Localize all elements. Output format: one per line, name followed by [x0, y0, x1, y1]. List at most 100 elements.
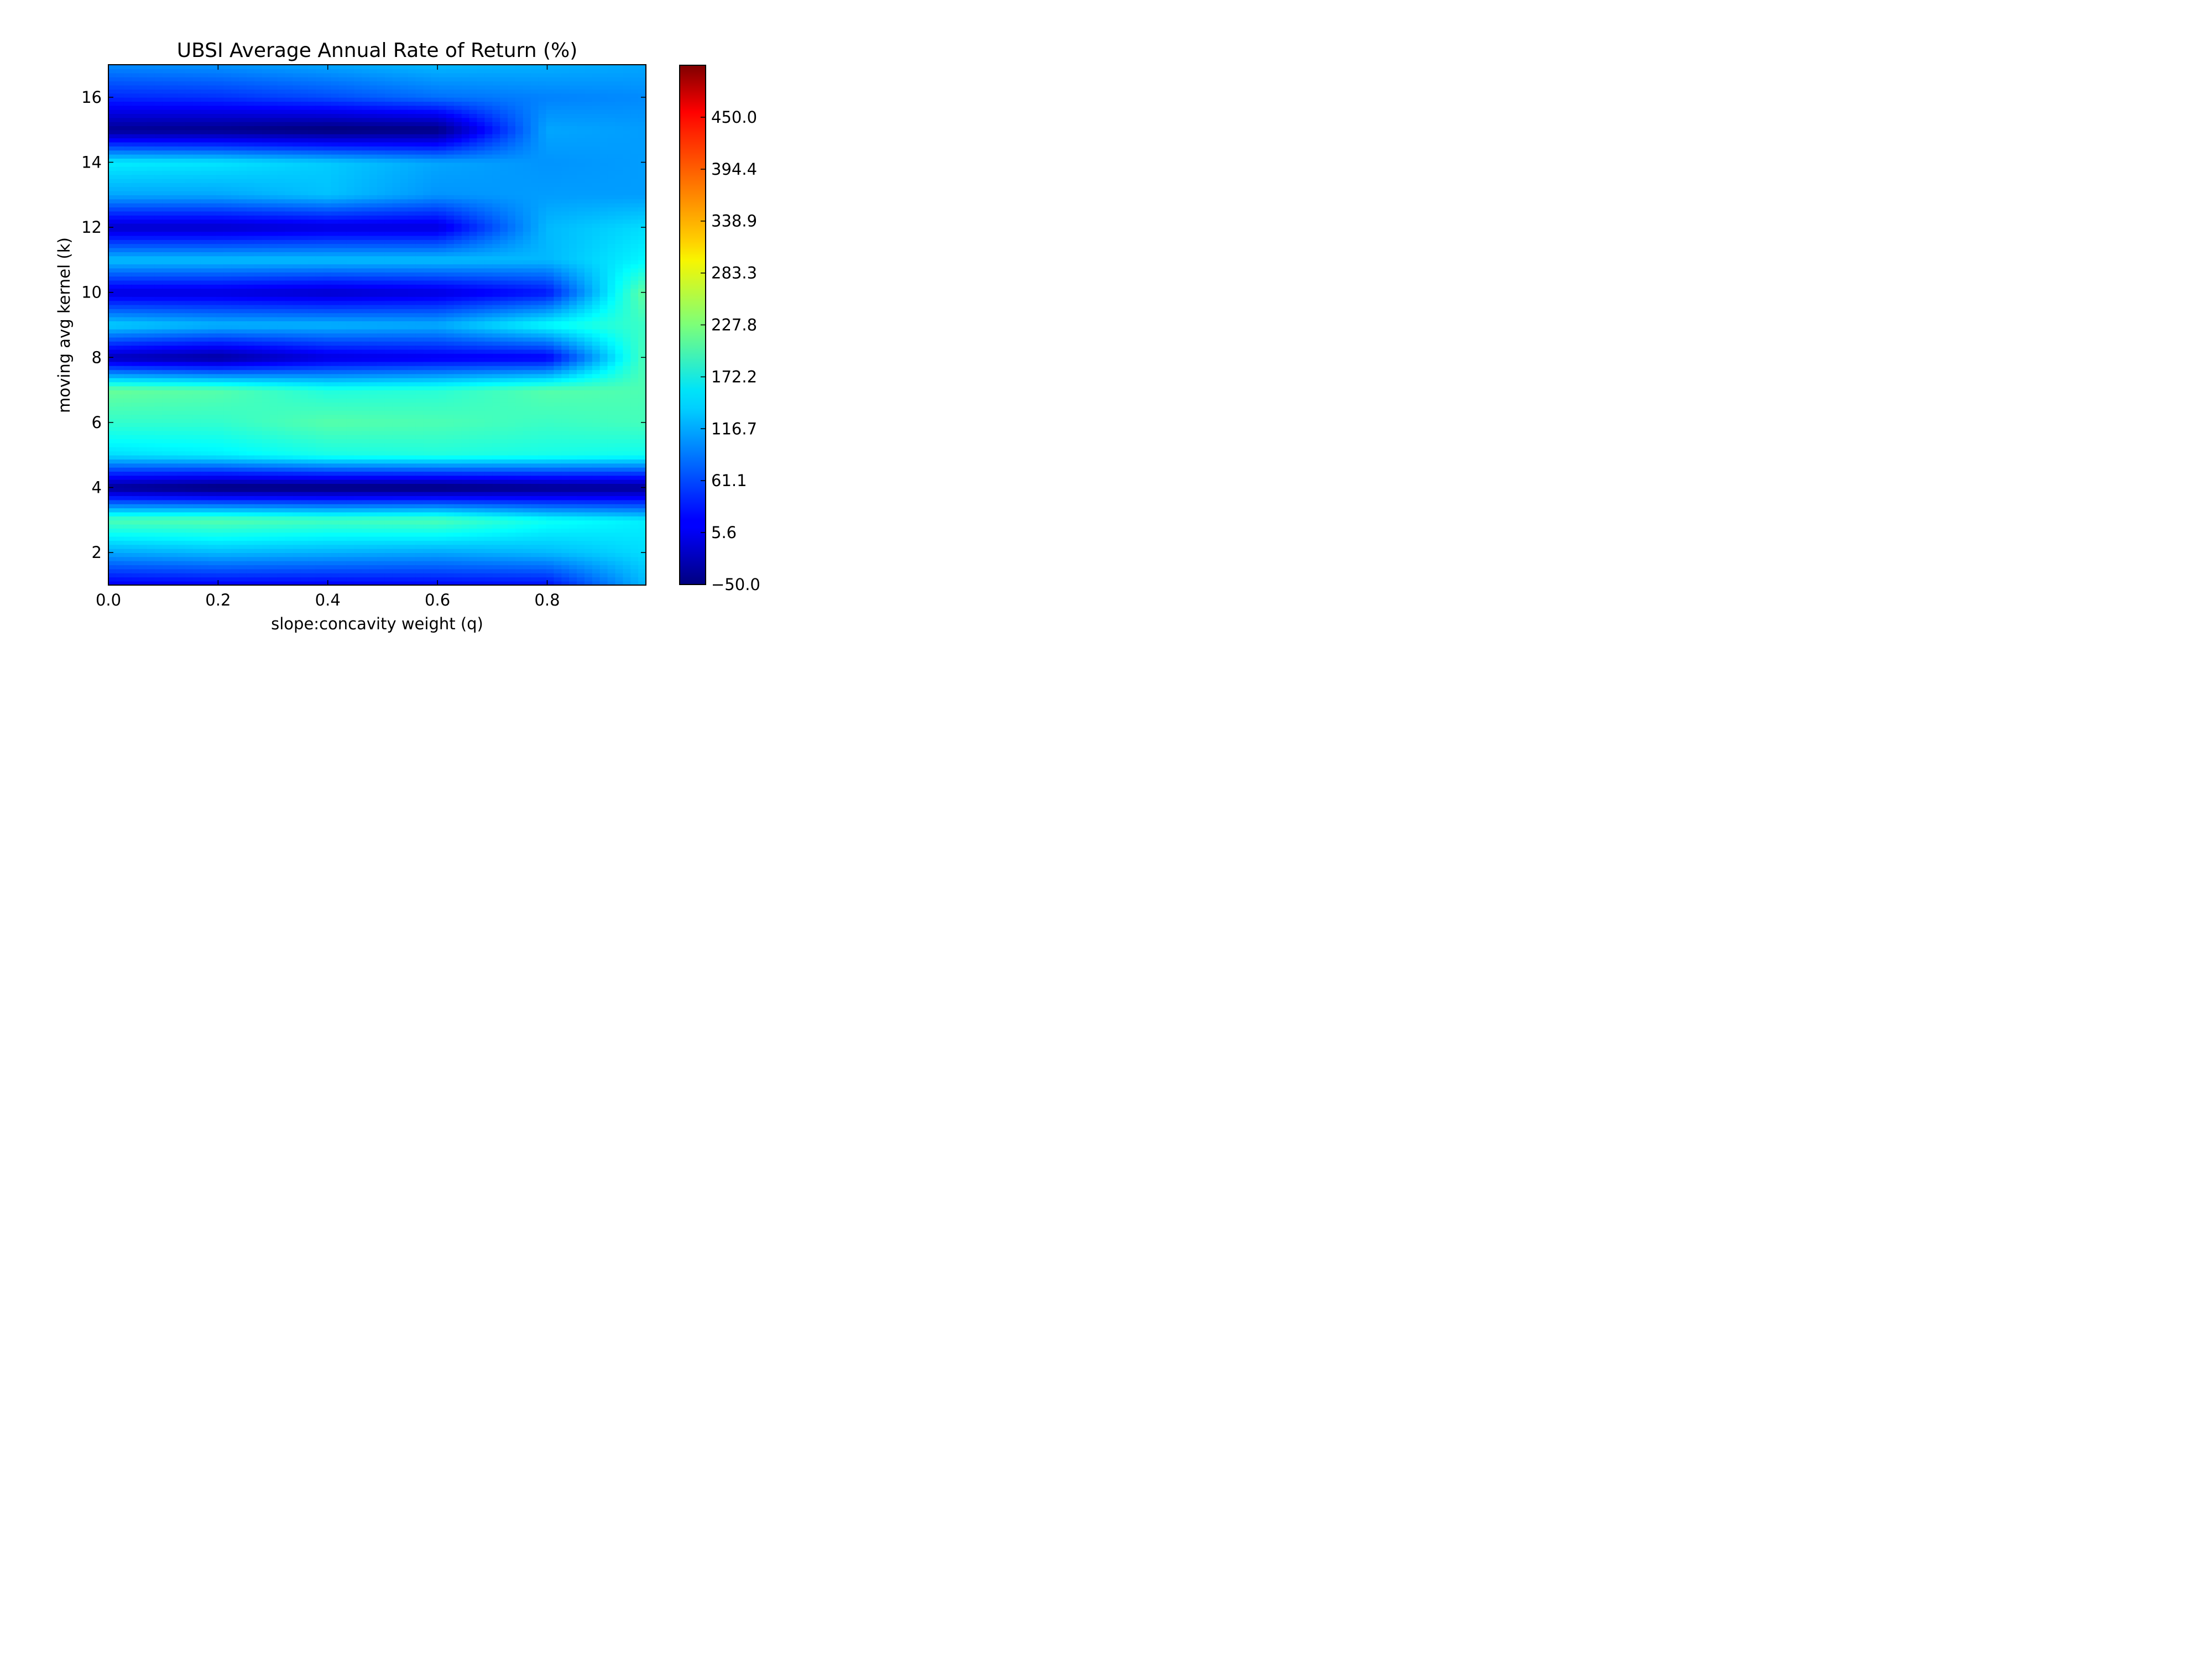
heatmap-cell — [392, 556, 401, 561]
heatmap-cell — [369, 532, 378, 537]
heatmap-cell — [162, 524, 170, 529]
heatmap-cell — [162, 202, 170, 208]
heatmap-cell — [262, 227, 270, 232]
heatmap-cell — [170, 321, 178, 326]
heatmap-cell — [223, 186, 232, 191]
heatmap-cell — [170, 235, 178, 240]
heatmap-cell — [400, 414, 409, 419]
heatmap-cell — [300, 105, 309, 110]
heatmap-cell — [400, 113, 409, 118]
heatmap-cell — [369, 316, 378, 321]
heatmap-cell — [123, 556, 132, 561]
heatmap-cell — [147, 121, 155, 127]
heatmap-cell — [192, 162, 201, 167]
heatmap-cell — [254, 170, 263, 175]
heatmap-cell — [223, 548, 232, 553]
heatmap-cell — [400, 296, 409, 301]
heatmap-cell — [277, 321, 286, 326]
heatmap-cell — [323, 284, 332, 289]
heatmap-cell — [346, 410, 355, 415]
heatmap-cell — [300, 154, 309, 159]
heatmap-cell — [177, 199, 186, 204]
heatmap-cell — [323, 85, 332, 90]
heatmap-cell — [262, 77, 270, 82]
heatmap-cell — [192, 158, 201, 163]
heatmap-cell — [285, 292, 294, 297]
heatmap-cell — [139, 467, 148, 472]
heatmap-cell — [293, 166, 301, 171]
heatmap-cell — [377, 215, 385, 220]
heatmap-cell — [246, 565, 255, 570]
heatmap-cell — [131, 89, 140, 94]
heatmap-cell — [300, 219, 309, 224]
heatmap-cell — [300, 385, 309, 390]
heatmap-cell — [246, 264, 255, 269]
heatmap-cell — [177, 304, 186, 309]
heatmap-cell — [377, 373, 385, 378]
heatmap-cell — [108, 333, 117, 338]
heatmap-cell — [269, 113, 278, 118]
heatmap-cell — [108, 259, 117, 265]
heatmap-cell — [277, 276, 286, 281]
heatmap-cell — [346, 138, 355, 143]
heatmap-cell — [369, 353, 378, 358]
heatmap-cell — [139, 581, 148, 585]
heatmap-cell — [108, 72, 117, 77]
heatmap-cell — [400, 325, 409, 330]
heatmap-cell — [162, 255, 170, 260]
heatmap-cell — [354, 402, 363, 407]
heatmap-cell — [246, 126, 255, 131]
heatmap-cell — [346, 133, 355, 139]
heatmap-cell — [300, 170, 309, 175]
heatmap-cell — [192, 170, 201, 175]
heatmap-cell — [123, 430, 132, 435]
heatmap-cell — [154, 133, 163, 139]
heatmap-cell — [239, 69, 247, 74]
heatmap-cell — [384, 105, 393, 110]
heatmap-cell — [108, 341, 117, 346]
heatmap-cell — [216, 475, 225, 480]
heatmap-cell — [208, 252, 217, 257]
heatmap-cell — [123, 268, 132, 273]
heatmap-cell — [384, 394, 393, 399]
heatmap-cell — [369, 508, 378, 513]
heatmap-cell — [338, 503, 347, 509]
heatmap-cell — [231, 190, 239, 196]
heatmap-cell — [338, 292, 347, 297]
heatmap-cell — [108, 512, 117, 517]
heatmap-cell — [392, 467, 401, 472]
heatmap-cell — [323, 378, 332, 383]
heatmap-cell — [185, 459, 194, 464]
heatmap-cell — [346, 199, 355, 204]
heatmap-cell — [400, 540, 409, 545]
heatmap-cell — [162, 154, 170, 159]
heatmap-cell — [239, 353, 247, 358]
heatmap-cell — [392, 544, 401, 549]
heatmap-cell — [139, 309, 148, 314]
heatmap-cell — [154, 97, 163, 102]
heatmap-cell — [331, 166, 340, 171]
heatmap-cell — [392, 199, 401, 204]
heatmap-cell — [223, 337, 232, 342]
heatmap-cell — [285, 69, 294, 74]
heatmap-cell — [216, 186, 225, 191]
heatmap-cell — [331, 255, 340, 260]
heatmap-cell — [246, 544, 255, 549]
heatmap-cell — [200, 133, 209, 139]
heatmap-cell — [223, 369, 232, 374]
heatmap-cell — [239, 146, 247, 151]
heatmap-cell — [315, 422, 324, 427]
heatmap-cell — [154, 495, 163, 500]
heatmap-cell — [362, 479, 370, 484]
heatmap-cell — [116, 390, 124, 395]
heatmap-cell — [154, 333, 163, 338]
heatmap-cell — [123, 158, 132, 163]
heatmap-cell — [131, 560, 140, 566]
heatmap-cell — [123, 133, 132, 139]
heatmap-cell — [277, 113, 286, 118]
heatmap-cell — [254, 162, 263, 167]
heatmap-cell — [354, 524, 363, 529]
heatmap-cell — [354, 264, 363, 269]
heatmap-cell — [170, 243, 178, 248]
heatmap-cell — [392, 316, 401, 321]
